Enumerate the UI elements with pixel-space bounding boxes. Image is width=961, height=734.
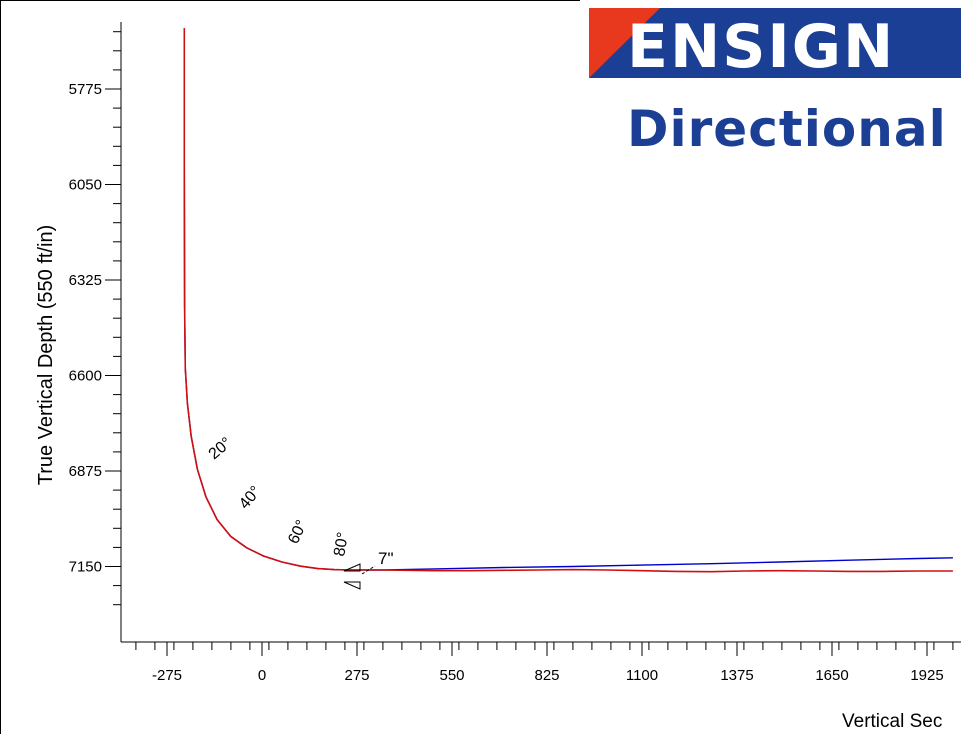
x-tick-label: 1925 bbox=[910, 667, 943, 684]
x-tick-label: 550 bbox=[439, 667, 464, 684]
y-axis-major-ticks: 5775 6050 6325 6600 6875 7150 bbox=[69, 81, 121, 576]
x-tick-label: 1375 bbox=[720, 667, 753, 684]
series-layer bbox=[183, 28, 953, 573]
x-tick-label: 275 bbox=[344, 667, 369, 684]
casing-leader-line bbox=[361, 565, 376, 575]
ensign-logo: ENSIGN Directional bbox=[589, 8, 961, 158]
x-tick-label: -275 bbox=[152, 667, 182, 684]
y-axis-title: True Vertical Depth (550 ft/in) bbox=[35, 225, 57, 486]
casing-shoe-lower bbox=[343, 581, 361, 590]
logo-banner-blue bbox=[589, 8, 961, 78]
inclination-label-20: 20° bbox=[206, 434, 235, 463]
logo-division-name: Directional bbox=[627, 100, 947, 158]
y-tick-label: 6325 bbox=[69, 272, 102, 289]
y-tick-label: 7150 bbox=[69, 559, 102, 576]
x-tick-label: 825 bbox=[534, 667, 559, 684]
casing-shoe-upper bbox=[343, 563, 361, 572]
inclination-label-80: 80° bbox=[331, 531, 352, 558]
y-tick-label: 5775 bbox=[69, 81, 102, 98]
x-tick-label: 1650 bbox=[815, 667, 848, 684]
y-tick-label: 6600 bbox=[69, 368, 102, 385]
x-axis-major-ticks: -275 0 275 550 825 1100 1375 1650 1925 bbox=[152, 642, 944, 684]
logo-company-name: ENSIGN bbox=[627, 12, 895, 82]
inclination-label-40: 40° bbox=[236, 483, 265, 512]
x-axis-title: Vertical Sec bbox=[842, 711, 942, 732]
x-tick-label: 1100 bbox=[626, 667, 658, 684]
y-axis-minor-ticks bbox=[113, 31, 121, 606]
casing-marker: 7" bbox=[343, 549, 394, 590]
y-tick-label: 6050 bbox=[69, 177, 102, 194]
inclination-label-60: 60° bbox=[285, 518, 311, 547]
y-tick-label: 6875 bbox=[69, 463, 102, 480]
actual-trajectory-line bbox=[183, 28, 953, 573]
x-axis-minor-ticks bbox=[135, 642, 954, 650]
y-axis: 5775 6050 6325 6600 6875 7150 bbox=[69, 22, 122, 642]
casing-size-label: 7" bbox=[378, 549, 394, 568]
x-tick-label: 0 bbox=[258, 667, 266, 684]
logo-banner-red-wedge bbox=[589, 8, 660, 78]
inclination-labels: 20° 40° 60° 80° bbox=[206, 434, 352, 557]
x-axis: -275 0 275 550 825 1100 1375 1650 1925 bbox=[121, 641, 961, 684]
